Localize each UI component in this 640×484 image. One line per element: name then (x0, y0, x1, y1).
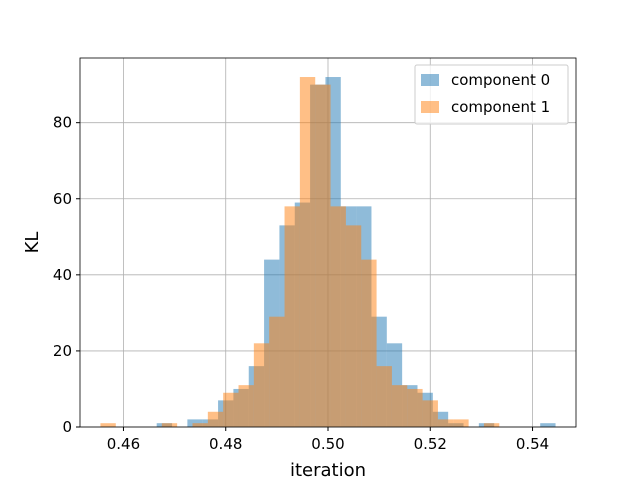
legend: component 0 component 1 (414, 64, 569, 125)
x-tick-label: 0.50 (311, 435, 344, 453)
axis-ticks: 0.46 0.48 0.50 0.52 0.54 0 20 40 60 80 (53, 114, 549, 453)
legend-label-component-0: component 0 (451, 71, 550, 89)
histogram-bar (315, 84, 331, 427)
y-tick-label: 80 (53, 114, 72, 132)
histogram-bar (253, 343, 270, 427)
legend-label-component-1: component 1 (451, 98, 550, 116)
y-tick-label: 40 (53, 266, 72, 284)
histogram-bar (330, 206, 346, 427)
histogram-bar (345, 225, 362, 427)
histogram-bar (422, 400, 438, 427)
histogram-bar (238, 385, 254, 427)
x-tick-label: 0.48 (209, 435, 242, 453)
histogram-bar (299, 77, 316, 427)
histogram-bar (100, 423, 116, 427)
x-tick-label: 0.52 (414, 435, 447, 453)
histogram-bar (540, 423, 556, 427)
legend-swatch-component-0 (421, 74, 439, 86)
histogram-bar (223, 392, 239, 427)
histogram-bar (376, 366, 392, 427)
x-axis-label: iteration (290, 460, 366, 480)
histogram-bar (483, 423, 500, 427)
histogram-bar (407, 388, 423, 427)
y-axis-label: KL (22, 232, 43, 254)
histogram-bar (361, 259, 377, 427)
y-tick-label: 0 (62, 418, 72, 436)
legend-frame (414, 64, 569, 125)
histogram-bar (269, 316, 285, 427)
x-tick-label: 0.54 (516, 435, 549, 453)
y-tick-label: 60 (53, 190, 72, 208)
histogram-bar (437, 419, 454, 427)
y-tick-label: 20 (53, 342, 72, 360)
histogram-bar (453, 419, 469, 427)
histogram-bar (207, 411, 224, 427)
histogram-bar (391, 385, 408, 427)
histogram-bar (161, 423, 178, 427)
histogram-bar (192, 423, 208, 427)
histogram-bar (284, 206, 300, 427)
series-1-bars (100, 77, 500, 427)
legend-swatch-component-1 (421, 101, 439, 113)
x-tick-label: 0.46 (107, 435, 140, 453)
histogram-bars (100, 77, 556, 427)
